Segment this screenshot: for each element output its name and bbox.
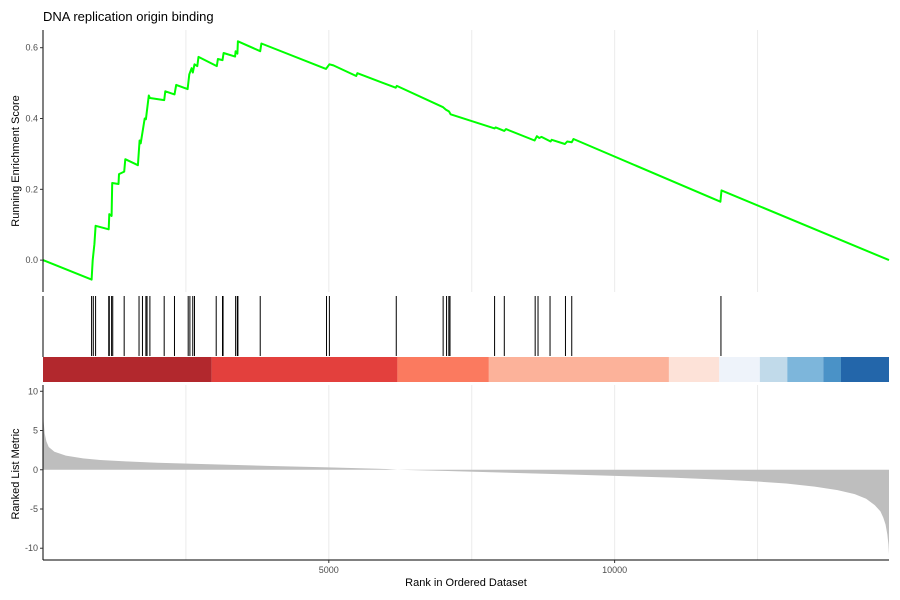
ranked-metric-fill — [43, 389, 889, 555]
chart-title: DNA replication origin binding — [43, 9, 214, 24]
ranked-metric-area — [43, 389, 889, 555]
enrichment-score-line — [42, 40, 890, 281]
enrichment-y-tick-label: 0.4 — [25, 114, 38, 124]
enrichment-y-tick-label: 0.2 — [25, 184, 38, 194]
ranked-y-tick-label: -5 — [30, 504, 38, 514]
enrichment-y-tick-label: 0.0 — [25, 255, 38, 265]
tick-labels: 0.0 0.2 0.4 0.6 10 5 0 -5 -10 5000 10000 — [25, 43, 627, 575]
x-tick-label: 5000 — [319, 565, 339, 575]
colorbar-segment — [719, 357, 760, 382]
grid-lines — [185, 30, 759, 560]
colorbar-segment — [823, 357, 841, 382]
colorbar-segment — [787, 357, 824, 382]
colorbar-segment — [668, 357, 720, 382]
colorbar-segment — [759, 357, 788, 382]
enrichment-y-tick-label: 0.6 — [25, 43, 38, 53]
colorbar-segment — [211, 357, 398, 382]
colorbar — [43, 357, 889, 382]
ranked-y-tick-label: 5 — [33, 426, 38, 436]
colorbar-segment — [840, 357, 889, 382]
colorbar-segment — [43, 357, 212, 382]
enrichment-curve — [42, 40, 890, 281]
axes — [40, 30, 889, 563]
gene-hit-lines — [91, 296, 722, 356]
colorbar-segment — [397, 357, 489, 382]
enrichment-y-axis-label: Running Enrichment Score — [10, 95, 22, 226]
colorbar-segment — [488, 357, 669, 382]
ranked-y-tick-label: 10 — [28, 386, 38, 396]
ranked-y-tick-label: -10 — [25, 543, 38, 553]
x-axis-label: Rank in Ordered Dataset — [405, 577, 527, 589]
ranked-y-axis-label: Ranked List Metric — [10, 428, 22, 520]
x-tick-label: 10000 — [602, 565, 627, 575]
ranked-y-tick-label: 0 — [33, 465, 38, 475]
